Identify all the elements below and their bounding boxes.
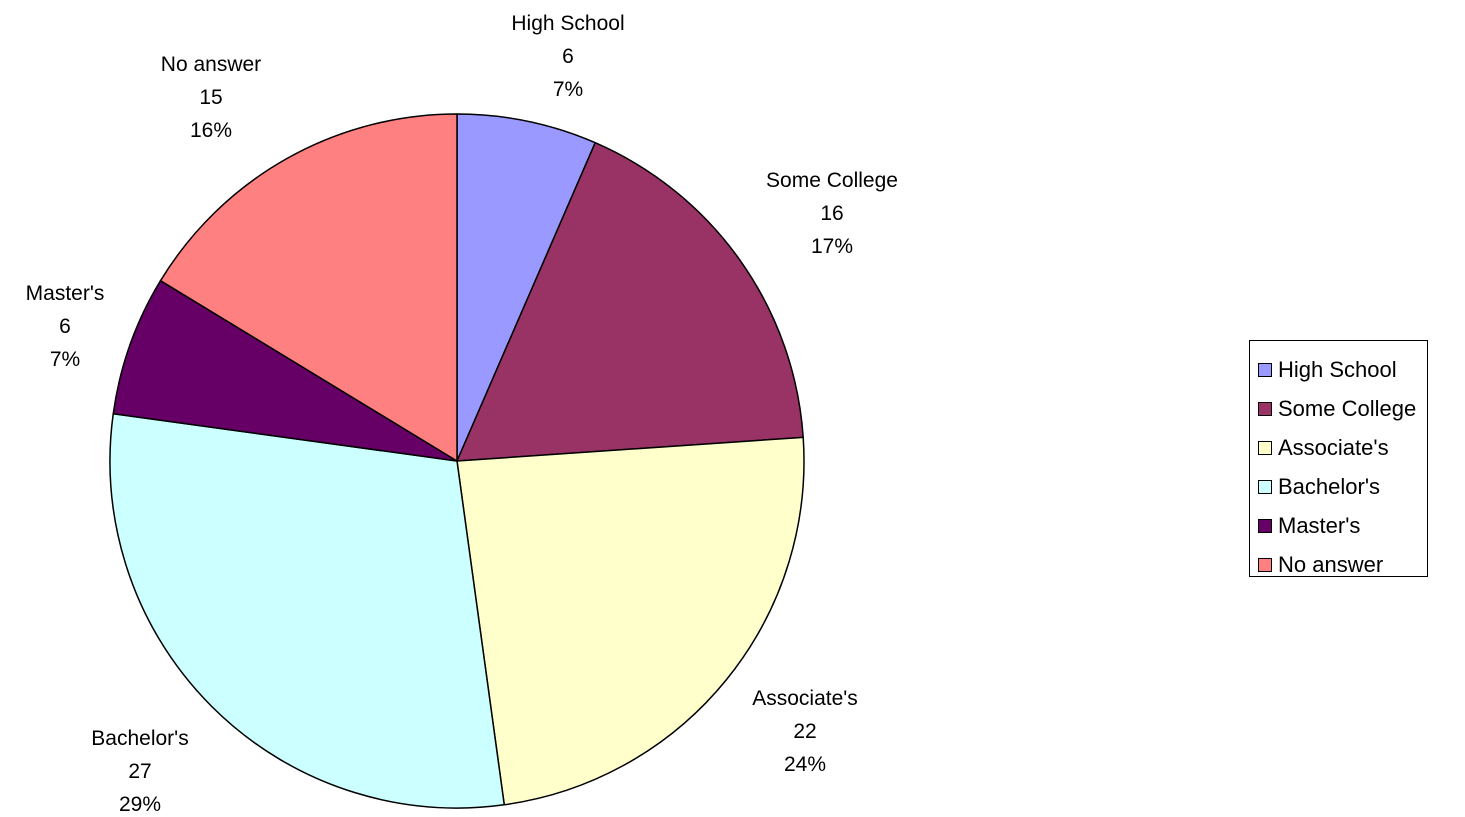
- pie-slices: [109, 113, 805, 809]
- legend-swatch: [1258, 518, 1272, 533]
- legend-swatch: [1258, 401, 1272, 416]
- chart-legend: High School Some College Associate's Bac…: [1249, 340, 1428, 577]
- legend-label: Master's: [1278, 512, 1361, 538]
- data-label-bachelor-s: Bachelor's 27 29%: [91, 727, 188, 816]
- legend-label: Associate's: [1278, 434, 1389, 460]
- legend-swatch: [1258, 557, 1272, 572]
- legend-label: No answer: [1278, 551, 1384, 577]
- pie-data-labels: High School 6 7% Some College 16 17% Associate…: [26, 12, 898, 816]
- pie-slice-associate-s: [456, 436, 805, 806]
- legend-label: High School: [1278, 356, 1397, 382]
- legend-item-high-school: High School: [1250, 350, 1427, 389]
- data-label-master-s: Master's 6 7%: [26, 282, 105, 371]
- pie-slice-bachelor-s: [109, 413, 505, 809]
- pie-slice-high-school: [456, 113, 596, 462]
- legend-item-masters: Master's: [1250, 506, 1427, 545]
- legend-item-associates: Associate's: [1250, 428, 1427, 467]
- data-label-some-college: Some College 16 17%: [766, 169, 898, 258]
- data-label-associate-s: Associate's 22 24%: [752, 687, 858, 776]
- legend-label: Some College: [1278, 395, 1417, 421]
- legend-item-some-college: Some College: [1250, 389, 1427, 428]
- legend-swatch: [1258, 362, 1272, 377]
- legend-item-no-answer: No answer: [1250, 545, 1427, 584]
- pie-slice-master-s: [112, 279, 458, 462]
- pie-slice-no-answer: [159, 113, 458, 462]
- legend-label: Bachelor's: [1278, 473, 1381, 499]
- legend-swatch: [1258, 479, 1272, 494]
- pie-slice-some-college: [456, 141, 804, 462]
- data-label-no-answer: No answer 15 16%: [161, 53, 261, 142]
- legend-swatch: [1258, 440, 1272, 455]
- data-label-high-school: High School 6 7%: [511, 12, 624, 101]
- legend-item-bachelors: Bachelor's: [1250, 467, 1427, 506]
